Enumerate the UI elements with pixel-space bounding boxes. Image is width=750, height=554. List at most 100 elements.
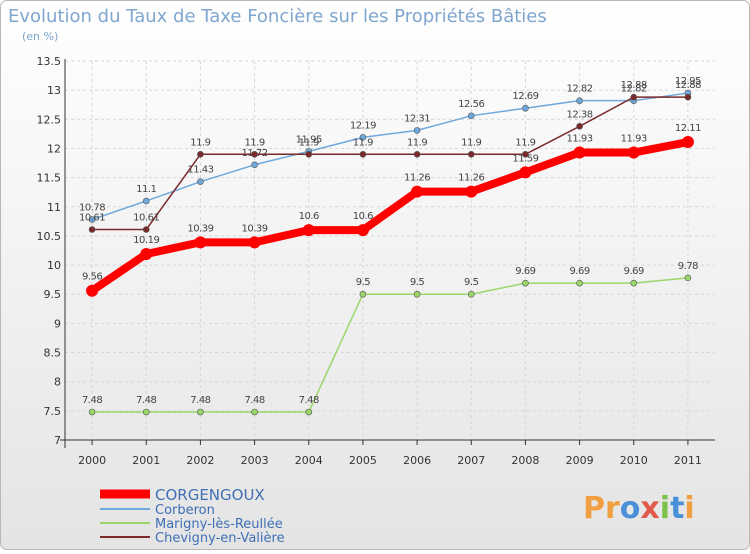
series-line-2 [91,277,689,413]
data-point [467,112,475,120]
y-tick-label: 11.5 [37,172,62,185]
series-line-1 [91,92,689,221]
data-label: 9.5 [356,277,371,288]
data-label: 7.48 [299,395,319,406]
data-label: 9.5 [410,277,425,288]
x-tick-label: 2008 [511,454,539,467]
data-point [197,150,204,158]
data-label: 11.59 [512,153,538,164]
data-label: 10.19 [133,235,159,246]
data-point [197,408,204,416]
data-point [359,290,367,298]
data-point [465,185,478,198]
data-label: 11.9 [299,137,319,148]
data-point [411,185,424,198]
data-point [356,224,369,237]
data-label: 11.9 [515,137,535,148]
x-tick-label: 2002 [186,454,214,467]
x-tick-label: 2003 [241,454,269,467]
data-label: 12.19 [350,120,376,131]
data-label: 12.56 [458,99,484,110]
data-point [88,226,96,233]
data-point [142,226,150,233]
data-label: 9.69 [569,266,589,277]
data-label: 12.31 [404,113,430,124]
data-point [576,97,583,104]
data-label: 10.78 [79,203,105,214]
legend-label-0: CORGENGOUX [155,486,265,504]
y-tick-label: 7 [54,434,61,447]
y-tick-label: 10 [47,259,61,272]
x-tick-label: 2006 [403,454,431,467]
data-label: 7.48 [244,395,264,406]
data-label: 9.5 [464,277,479,288]
data-point [467,290,475,298]
chart-title: Evolution du Taux de Taxe Foncière sur l… [8,6,547,27]
data-point [305,408,313,416]
data-point [576,123,583,130]
chart-subtitle: (en %) [22,30,58,43]
data-point [522,104,529,112]
data-point [302,224,315,237]
data-point [305,150,313,158]
data-label: 11.9 [244,137,264,148]
y-tick-label: 13.5 [37,55,62,68]
data-label: 12.95 [675,76,701,87]
x-tick-label: 2005 [349,454,377,467]
data-label: 11.9 [461,137,481,148]
data-point [194,236,207,249]
grid [65,60,715,441]
data-label: 7.48 [136,395,156,406]
x-tick-label: 2001 [132,454,160,467]
data-label: 10.39 [242,223,268,234]
data-label: 9.69 [515,266,535,277]
y-tick-label: 9 [54,317,61,330]
brand-logo: Proxiti [583,491,695,526]
x-tick-label: 2010 [620,454,648,467]
y-tick-label: 8 [54,376,61,389]
legend-label-3: Chevigny-en-Valière [155,531,285,546]
data-point [251,161,258,169]
data-label: 7.48 [190,395,210,406]
data-label: 11.95 [296,134,322,145]
data-point [359,134,367,141]
data-label: 11.9 [353,137,373,148]
data-point [88,408,96,416]
data-label: 12.11 [675,123,701,134]
y-tick-label: 12.5 [37,113,62,126]
data-label: 11.43 [187,165,213,176]
data-label: 9.78 [678,261,698,272]
data-label: 12.38 [567,109,593,120]
data-label: 12.82 [567,84,593,95]
data-label: 12.88 [675,80,701,91]
data-point [197,178,204,185]
data-label: 10.6 [353,211,373,222]
y-tick-label: 12 [47,142,61,155]
series-group: 7.48 7.48 7.48 7.48 7.48 9.5 9.5 9.5 9.69 9.69 9.6… [79,76,702,416]
data-point [684,93,692,101]
data-label: 9.69 [624,266,644,277]
x-tick-label: 2011 [674,454,702,467]
y-tick-label: 9.5 [44,288,62,301]
y-tick-label: 7.5 [44,405,62,418]
data-point [86,284,99,297]
x-tick-label: 2007 [457,454,485,467]
data-point [519,166,532,179]
data-point [88,216,96,223]
data-point [573,146,586,159]
legend-label-1: Corberon [155,503,215,518]
data-point [413,127,421,134]
data-point [413,150,421,158]
y-tick-label: 8.5 [44,347,62,360]
y-tick-label: 11 [47,201,61,214]
x-tick-label: 2009 [566,454,594,467]
data-point [413,290,421,298]
data-label: 11.1 [136,184,156,195]
y-tick-label: 13 [47,84,61,97]
data-label: 12.88 [621,80,647,91]
data-point [522,150,529,158]
data-label: 12.69 [512,91,538,102]
x-tick-label: 2000 [78,454,106,467]
data-point [522,279,529,287]
